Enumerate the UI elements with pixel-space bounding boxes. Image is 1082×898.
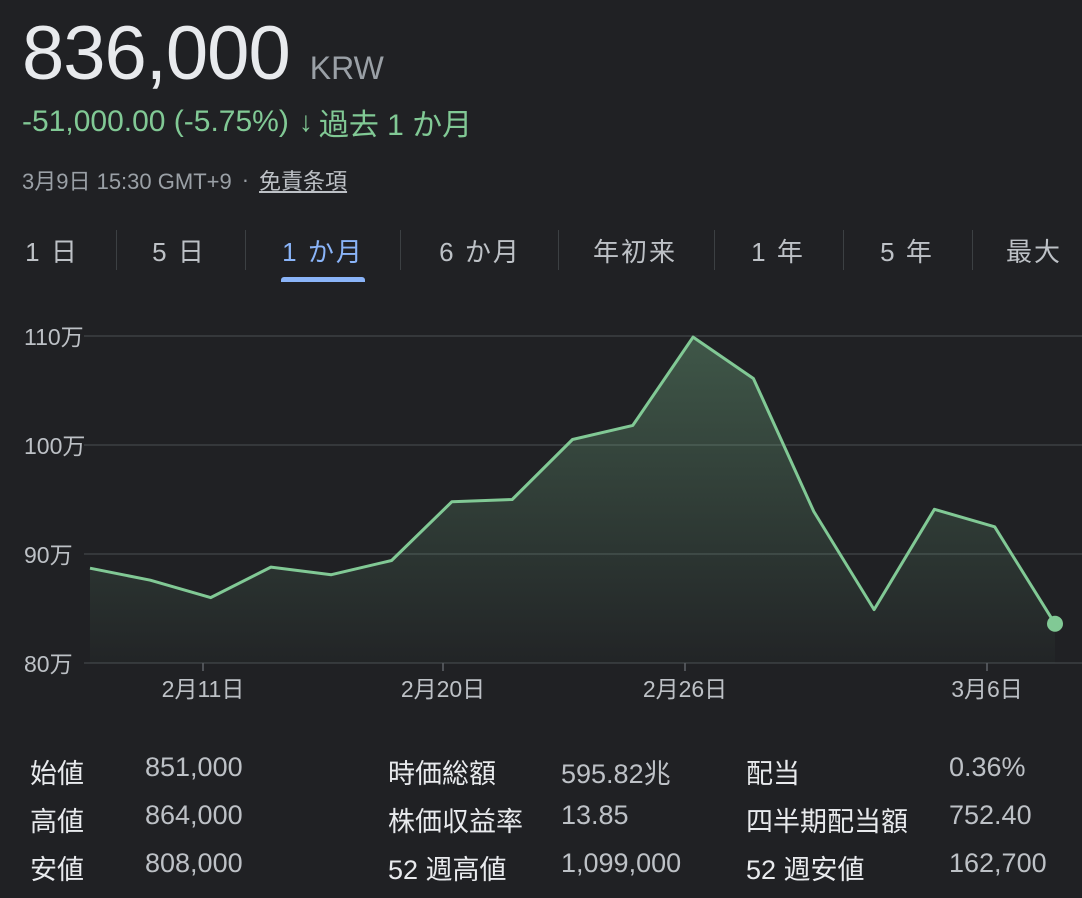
stat-value: 0.36% xyxy=(949,752,1026,782)
currency-code: KRW xyxy=(309,50,384,86)
stat-value: 864,000 xyxy=(145,800,243,830)
stat-label: 時価総額 xyxy=(388,759,496,789)
stat-label: 高値 xyxy=(30,807,84,837)
timestamp: 3月9日 15:30 GMT+9 xyxy=(22,169,232,194)
time-range-tabs: 1 日 5 日 1 か月 6 か月 年初来 1 年 5 年 最大 xyxy=(0,222,1082,282)
stat-label: 四半期配当額 xyxy=(746,807,908,837)
tab-divider xyxy=(558,230,559,270)
y-tick-label: 80万 xyxy=(24,651,73,677)
stat-label: 株価収益率 xyxy=(388,807,523,837)
tab-divider xyxy=(116,230,117,270)
change-period: 過去 1 か月 xyxy=(318,109,473,142)
tab-divider xyxy=(972,230,973,270)
tab-divider xyxy=(714,230,715,270)
y-tick-label: 100万 xyxy=(24,433,85,459)
tab-5y[interactable]: 5 年 xyxy=(880,236,934,267)
price-chart[interactable]: 110万 100万 90万 80万 2月11日 2月20日 2月26日 3月6日 xyxy=(0,300,1082,720)
current-price-marker xyxy=(1047,615,1063,632)
stat-value: 162,700 xyxy=(949,848,1047,878)
current-price: 836,000 xyxy=(22,11,291,96)
stat-value: 595.82兆 xyxy=(561,759,671,789)
tab-1y[interactable]: 1 年 xyxy=(751,236,805,267)
x-tick-label: 2月11日 xyxy=(162,676,245,702)
tab-1d[interactable]: 1 日 xyxy=(25,236,79,267)
price-change: -51,000.00 (-5.75%) ↓ 過去 1 か月 xyxy=(22,100,472,144)
y-tick-label: 110万 xyxy=(24,324,84,350)
stat-value: 808,000 xyxy=(145,848,243,878)
stat-value: 13.85 xyxy=(561,800,629,830)
tab-5d[interactable]: 5 日 xyxy=(152,236,206,267)
y-tick-label: 90万 xyxy=(24,542,73,568)
stat-value: 752.40 xyxy=(949,800,1032,830)
tab-divider xyxy=(245,230,246,270)
stat-label: 配当 xyxy=(746,759,800,789)
stat-label: 52 週安値 xyxy=(746,855,865,885)
x-tick-label: 3月6日 xyxy=(951,676,1023,702)
stat-label: 安値 xyxy=(30,855,84,885)
price-area-fill xyxy=(90,337,1055,663)
tab-max[interactable]: 最大 xyxy=(1005,236,1062,267)
price-line xyxy=(89,335,1057,625)
tab-6m[interactable]: 6 か月 xyxy=(439,236,521,267)
stat-label: 始値 xyxy=(30,759,84,789)
separator-dot: · xyxy=(241,167,250,192)
x-tick-label: 2月26日 xyxy=(643,676,727,702)
x-tick-label: 2月20日 xyxy=(401,676,485,702)
tab-divider xyxy=(843,230,844,270)
stat-label: 52 週高値 xyxy=(388,855,507,885)
stat-value: 1,099,000 xyxy=(561,848,682,878)
disclaimer-link[interactable]: 免責条項 xyxy=(259,169,348,194)
stat-value: 851,000 xyxy=(145,752,243,782)
arrow-down-icon: ↓ xyxy=(298,106,313,137)
tab-divider xyxy=(400,230,401,270)
tab-1m[interactable]: 1 か月 xyxy=(281,222,365,282)
price-header: 836,000 KRW xyxy=(22,10,384,97)
tab-ytd[interactable]: 年初来 xyxy=(592,236,677,267)
change-value: -51,000.00 (-5.75%) xyxy=(22,105,289,138)
quote-meta: 3月9日 15:30 GMT+9 · 免責条項 xyxy=(22,164,347,196)
